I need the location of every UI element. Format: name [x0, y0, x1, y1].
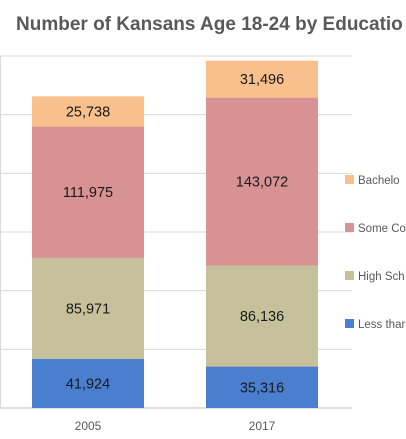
data-label: 31,496: [240, 72, 284, 88]
data-label: 41,924: [66, 376, 110, 392]
chart-title: Number of Kansans Age 18-24 by Educatio: [16, 14, 403, 35]
bar-segment: [32, 96, 144, 127]
data-label: 86,136: [240, 309, 284, 325]
bar-segment: [32, 358, 144, 408]
segment-labels: 41,924 85,971 111,975 25,738 35,316 86,136 143…: [63, 72, 288, 396]
legend-swatch: [345, 223, 354, 232]
data-label: 111,975: [63, 185, 113, 201]
legend-swatch: [345, 271, 354, 280]
legend: Bachelo Some Co High Sch Less thar: [345, 175, 406, 331]
x-tick-label: 2017: [249, 419, 276, 433]
bar-segment: [206, 366, 318, 408]
bar-segment: [206, 97, 318, 266]
legend-label: Bachelo: [358, 175, 400, 187]
bar-segment: [206, 265, 318, 367]
x-tick-label: 2005: [75, 419, 102, 433]
bar-segment: [32, 257, 144, 359]
bars: [32, 60, 318, 408]
legend-label: Less thar: [358, 319, 405, 331]
legend-swatch: [345, 175, 354, 184]
legend-label: Some Co: [358, 223, 406, 235]
bar-segment: [32, 126, 144, 258]
data-label: 85,971: [66, 301, 110, 317]
x-axis-ticks: 2005 2017: [75, 419, 276, 433]
legend-label: High Sch: [358, 271, 405, 283]
bar-segment: [206, 60, 318, 98]
data-label: 25,738: [66, 104, 110, 120]
data-label: 35,316: [240, 380, 284, 396]
legend-swatch: [345, 319, 354, 328]
data-label: 143,072: [236, 175, 288, 191]
